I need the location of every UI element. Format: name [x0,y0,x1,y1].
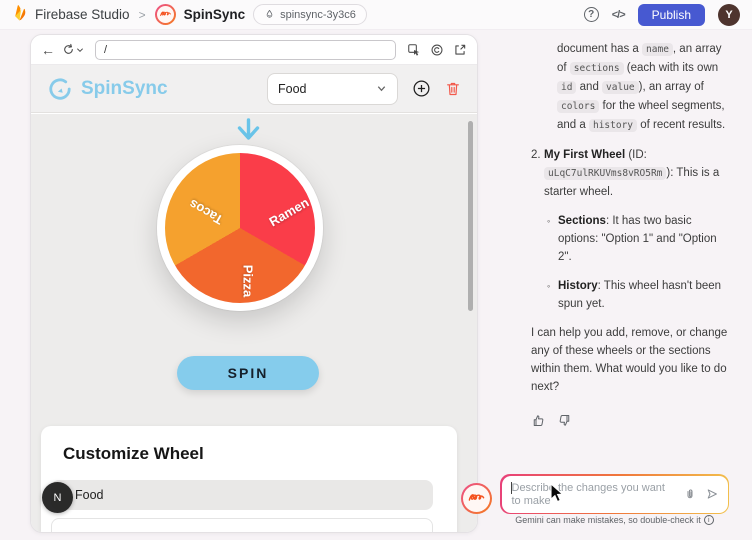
gemini-disclaimer: Gemini can make mistakes, so double-chec… [500,515,729,525]
preview-toolbar: ← / [31,35,477,65]
spark-icon [266,9,273,18]
feedback-row [531,413,572,428]
spinsync-logo-icon [49,78,71,100]
chat-block: I can help you add, remove, or change an… [531,327,728,393]
product-name[interactable]: Firebase Studio [35,7,130,22]
chevron-down-icon [377,86,386,92]
attach-icon[interactable] [684,488,696,501]
section-input[interactable] [51,518,433,532]
chat-block: 2. My First Wheel (ID: uLqC7ulRKUVms8vRO5… [531,149,720,198]
preview-scrollbar[interactable] [468,121,473,311]
chat-input-placeholder: Describe the changes you want to make [511,481,665,508]
chevron-down-icon [76,47,84,52]
add-wheel-icon[interactable] [412,79,431,98]
wheel-segment-label: Tacos [186,196,226,228]
top-bar: Firebase Studio > SpinSync spinsync-3y3c… [0,0,752,30]
workspace-badge[interactable]: spinsync-3y3c6 [253,4,367,25]
delete-wheel-icon[interactable] [445,80,461,97]
prototyper-squiggle-icon[interactable] [461,483,492,514]
wheel-segment-label: Pizza [240,264,256,298]
back-icon[interactable]: ← [41,41,55,58]
wheel-name-input[interactable]: Food [51,480,433,510]
customize-wheel-card: Customize Wheel Food N [41,426,457,532]
code-view-icon[interactable]: </> [611,8,626,21]
mouse-cursor [549,482,568,509]
chat-input-border: Describe the changes you want to make [500,474,729,514]
open-in-new-icon[interactable] [453,43,467,57]
thumbs-up-icon[interactable] [531,413,546,428]
chat-input[interactable]: Describe the changes you want to make [501,475,728,513]
wheel-pointer-arrow-icon [235,118,262,149]
chat-message: document has a name, an array of section… [531,40,730,407]
send-icon[interactable] [705,487,719,501]
thumbs-down-icon[interactable] [557,413,572,428]
spin-button[interactable]: SPIN [177,356,319,390]
breadcrumb-app-name[interactable]: SpinSync [183,7,246,22]
app-preview-panel: ← / SpinSync Food [30,34,478,533]
publish-button[interactable]: Publish [637,3,705,26]
wheel-segment-label: Ramen [266,194,312,230]
help-icon[interactable]: ? [583,7,599,22]
url-input[interactable]: / [95,39,396,60]
presence-cursor-badge: N [42,482,73,513]
chat-block: document has a name, an array of section… [557,43,726,132]
customize-wheel-heading: Customize Wheel [63,444,204,463]
firebase-logo-icon [12,4,27,26]
text-caret [510,481,512,494]
app-title: SpinSync [81,77,168,99]
refresh-button[interactable] [62,43,84,56]
spinner-wheel[interactable]: Ramen Pizza Tacos [157,145,323,311]
inspect-element-icon[interactable] [407,43,421,57]
info-icon[interactable]: i [703,515,714,525]
spinsync-app-icon [154,4,176,25]
link-icon[interactable] [430,43,444,57]
breadcrumb-separator: > [138,7,146,22]
app-header: SpinSync Food [31,65,477,113]
chat-block: ◦ History: This wheel hasn't been spun ye… [547,280,722,310]
avatar[interactable]: Y [718,3,740,26]
refresh-icon [64,43,73,54]
app-body: Ramen Pizza Tacos SPIN Customize Wheel F… [31,114,477,532]
chat-block: ◦ Sections: It has two basic options: "Op… [547,215,717,263]
wheel-select[interactable]: Food [267,72,398,105]
